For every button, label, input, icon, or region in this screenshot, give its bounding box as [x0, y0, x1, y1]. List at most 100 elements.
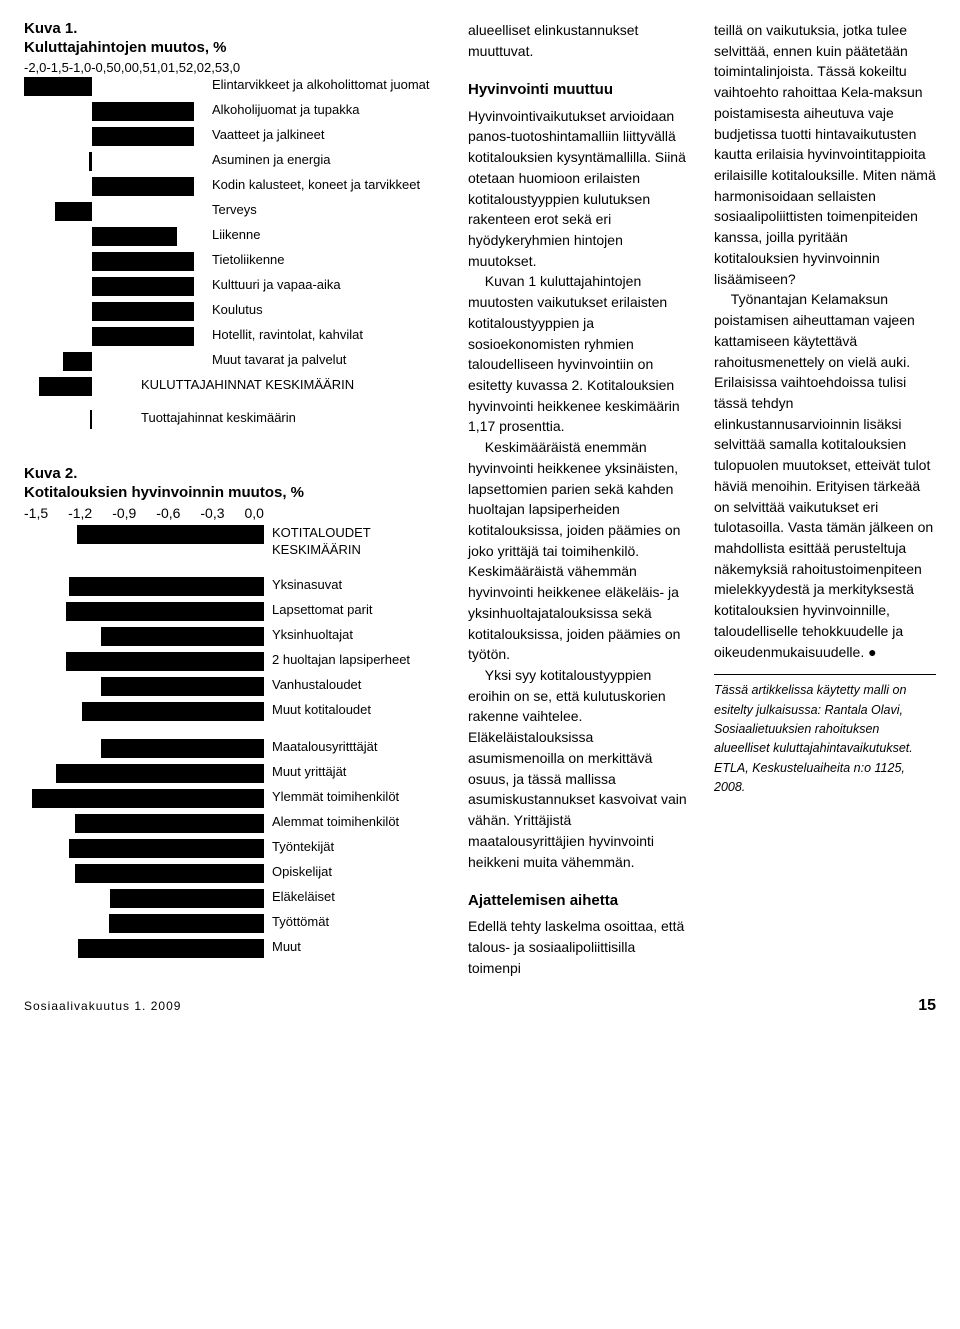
chart2-bar	[66, 602, 264, 621]
chart2-row: Muut	[24, 939, 444, 958]
chart2-bar	[109, 914, 264, 933]
chart2-label: Alemmat toimihenkilöt	[264, 814, 444, 831]
subhead-hyvinvointi: Hyvinvointi muuttuu	[468, 79, 690, 101]
chart2-bar	[66, 652, 264, 671]
chart1-axis: -2,0-1,5-1,0-0,50,00,51,01,52,02,53,0	[24, 60, 224, 75]
chart1-row: Tuottajahinnat keskimäärin	[24, 410, 444, 429]
chart2-bar	[78, 939, 264, 958]
chart2-bar	[69, 839, 264, 858]
chart2-bar	[101, 677, 264, 696]
chart2-bar	[75, 864, 264, 883]
chart2-row: 2 huoltajan lapsiperheet	[24, 652, 444, 671]
chart2-label: Lapsettomat parit	[264, 602, 444, 619]
chart1-bar	[92, 302, 194, 321]
chart1-label: Tuottajahinnat keskimäärin	[139, 410, 444, 427]
chart1-label: Vaatteet ja jalkineet	[194, 127, 444, 144]
chart2-bar	[101, 739, 264, 758]
chart2-bar	[32, 789, 264, 808]
chart2-tick: -0,6	[156, 505, 180, 521]
chart1-row: Liikenne	[24, 227, 444, 246]
chart1-tick: 0,5	[132, 60, 150, 75]
chart1-label: Muut tavarat ja palvelut	[194, 352, 444, 369]
chart2-row: Muut yrittäjät	[24, 764, 444, 783]
chart1-label: Alkoholijuomat ja tupakka	[194, 102, 444, 119]
chart1-bar	[92, 252, 194, 271]
chart1-row: Kodin kalusteet, koneet ja tarvikkeet	[24, 177, 444, 196]
chart1-row: Vaatteet ja jalkineet	[24, 127, 444, 146]
chart2-row: Maatalousyritttäjät	[24, 739, 444, 758]
footer-page-number: 15	[918, 997, 936, 1015]
chart2-label: Muut kotitaloudet	[264, 702, 444, 719]
chart2-label: Yksinhuoltajat	[264, 627, 444, 644]
charts-column: Kuva 1. Kuluttajahintojen muutos, % -2,0…	[24, 20, 444, 979]
chart1-tick: 1,0	[150, 60, 168, 75]
chart2-label: Opiskelijat	[264, 864, 444, 881]
chart2-row: KOTITALOUDET KESKIMÄÄRIN	[24, 525, 444, 559]
chart2-row: Työttömät	[24, 914, 444, 933]
chart1-label: Kulttuuri ja vapaa-aika	[194, 277, 444, 294]
chart2-label: Yksinasuvat	[264, 577, 444, 594]
chart1-bar	[63, 352, 92, 371]
chart1-tick: 3,0	[222, 60, 240, 75]
chart2-row: Muut kotitaloudet	[24, 702, 444, 721]
chart2-label: Muut yrittäjät	[264, 764, 444, 781]
chart1-label: Terveys	[194, 202, 444, 219]
chart1-bar	[92, 177, 194, 196]
footnote-separator	[714, 674, 936, 675]
chart2-bar	[69, 577, 264, 596]
col1-p1: Hyvinvointivaikutukset arvioidaan panos-…	[468, 106, 690, 272]
chart2-label: Maatalousyritttäjät	[264, 739, 444, 756]
chart1-label: Koulutus	[194, 302, 444, 319]
chart1-tick: 2,0	[186, 60, 204, 75]
col1-p2: Kuvan 1 kuluttajahintojen muutosten vaik…	[468, 271, 690, 437]
chart2-axis: -1,5-1,2-0,9-0,6-0,30,0	[24, 505, 264, 521]
col1-p3: Keskimääräistä enemmän hyvinvointi heikk…	[468, 437, 690, 665]
chart1-bar	[92, 127, 194, 146]
chart1-bar	[55, 202, 92, 221]
chart2-canvas: KOTITALOUDET KESKIMÄÄRIN Yksinasuvat Lapse…	[24, 525, 444, 958]
chart1-canvas: Elintarvikkeet ja alkoholittomat juomat A…	[24, 77, 444, 429]
text-column-1: alueelliset elinkustannukset muuttuvat. …	[468, 20, 690, 979]
chart2-label: Työntekijät	[264, 839, 444, 856]
chart2-label: 2 huoltajan lapsiperheet	[264, 652, 444, 669]
chart2-label: Eläkeläiset	[264, 889, 444, 906]
chart1-tick: -2,0	[24, 60, 46, 75]
text-column-2: teillä on vaikutuksia, jotka tulee selvi…	[714, 20, 936, 979]
chart2-bar	[101, 627, 264, 646]
chart2-bar	[56, 764, 264, 783]
chart1-title-1: Kuva 1.	[24, 20, 444, 37]
chart2-tick: -0,3	[200, 505, 224, 521]
chart1-label: Hotellit, ravintolat, kahvilat	[194, 327, 444, 344]
col1-p4: Yksi syy kotitaloustyyppien eroihin on s…	[468, 665, 690, 872]
chart1-tick: -1,0	[69, 60, 91, 75]
chart2-title-2: Kotitalouksien hyvinvoinnin muutos, %	[24, 484, 444, 501]
chart1-bar	[92, 327, 194, 346]
chart1-tick: -0,5	[91, 60, 113, 75]
chart2-row: Alemmat toimihenkilöt	[24, 814, 444, 833]
chart1-row: Muut tavarat ja palvelut	[24, 352, 444, 371]
chart1-row: Koulutus	[24, 302, 444, 321]
chart1-row: Alkoholijuomat ja tupakka	[24, 102, 444, 121]
chart1-label: Kodin kalusteet, koneet ja tarvikkeet	[194, 177, 444, 194]
col2-p2: Työnantajan Kelamaksun poistamisen aiheu…	[714, 289, 936, 662]
chart1-title-2: Kuluttajahintojen muutos, %	[24, 39, 444, 56]
chart1-label: Elintarvikkeet ja alkoholittomat juomat	[194, 77, 444, 94]
chart1-bar	[92, 227, 177, 246]
chart1-label: Liikenne	[194, 227, 444, 244]
chart1-label: Asuminen ja energia	[194, 152, 444, 169]
chart2-row: Lapsettomat parit	[24, 602, 444, 621]
chart2-row: Eläkeläiset	[24, 889, 444, 908]
chart1-tick: -1,5	[46, 60, 68, 75]
chart2-tick: 0,0	[244, 505, 263, 521]
col2-p1: teillä on vaikutuksia, jotka tulee selvi…	[714, 20, 936, 289]
chart2-tick: -0,9	[112, 505, 136, 521]
chart1-bar	[92, 277, 194, 296]
chart1-bar	[39, 377, 92, 396]
chart1-bar	[92, 102, 194, 121]
chart2-bar	[75, 814, 264, 833]
chart2-label: Muut	[264, 939, 444, 956]
chart2-row: Vanhustaloudet	[24, 677, 444, 696]
chart2-row: Yksinhuoltajat	[24, 627, 444, 646]
chart1-label: Tietoliikenne	[194, 252, 444, 269]
chart2-row: Ylemmät toimihenkilöt	[24, 789, 444, 808]
